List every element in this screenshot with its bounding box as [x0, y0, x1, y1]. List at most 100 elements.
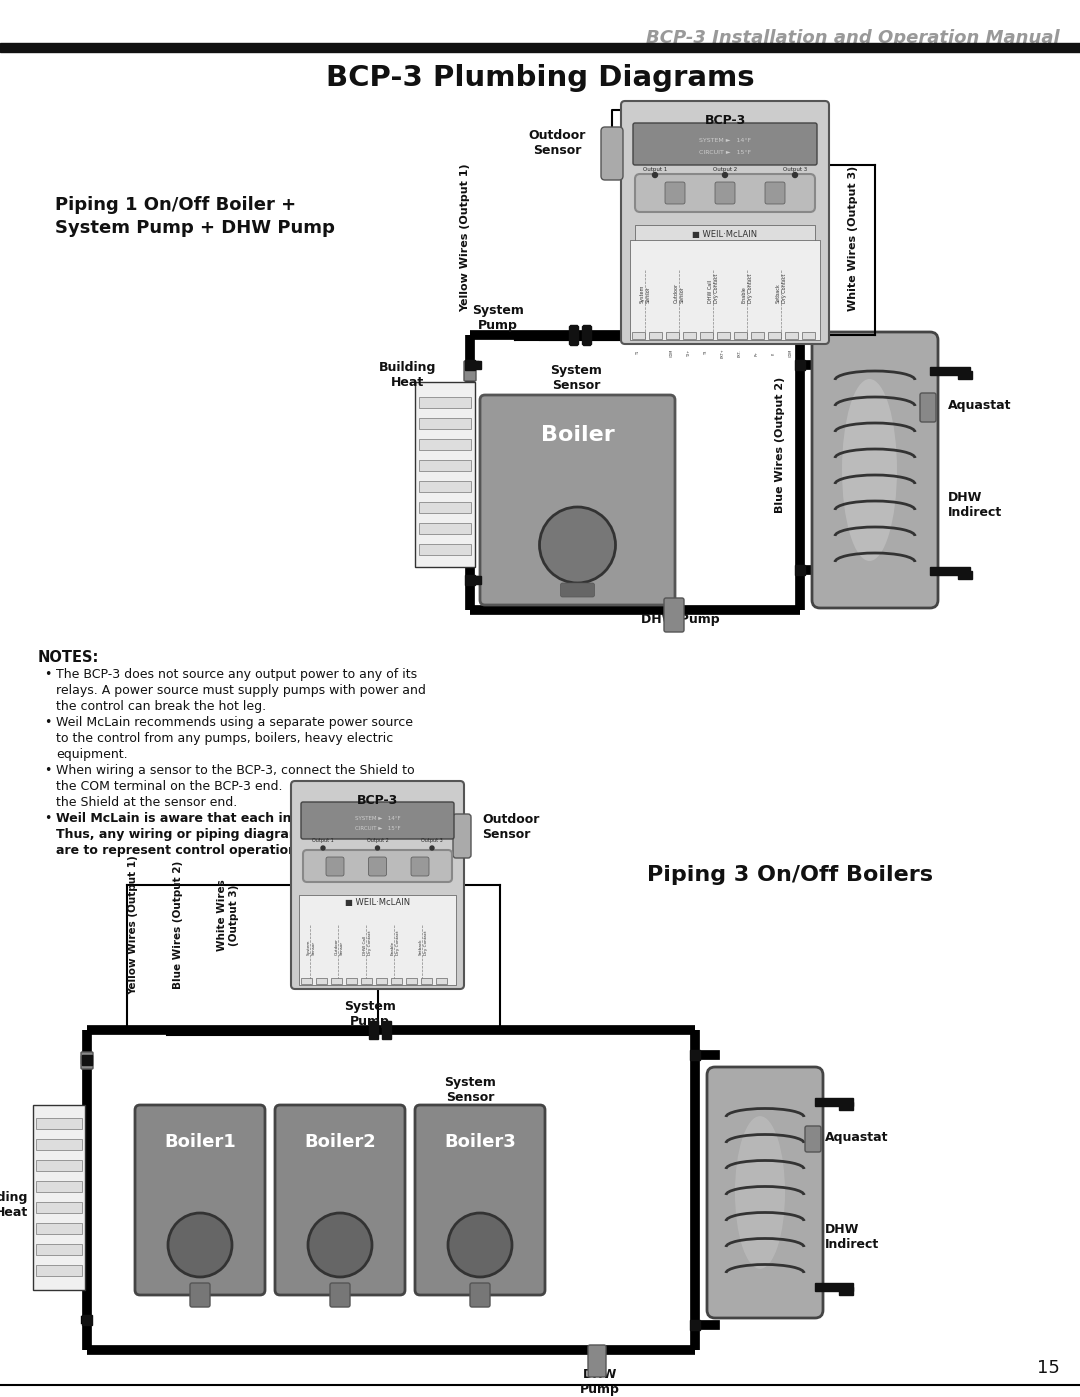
FancyBboxPatch shape [81, 1052, 93, 1069]
Bar [406, 978, 417, 983]
Text: DHW Pump: DHW Pump [640, 613, 719, 626]
Text: P+: P+ [755, 351, 759, 355]
Bar [391, 978, 402, 983]
Bar [958, 372, 972, 379]
Text: System
Sensor: System Sensor [444, 1076, 496, 1104]
Bar [795, 564, 805, 576]
Circle shape [540, 507, 616, 583]
Text: When wiring a sensor to the BCP-3, connect the Shield to
the COM terminal on the: When wiring a sensor to the BCP-3, conne… [56, 764, 415, 809]
Text: Blue Wires (Output 2): Blue Wires (Output 2) [173, 861, 183, 989]
Text: EXT-: EXT- [738, 349, 742, 356]
FancyBboxPatch shape [368, 856, 387, 876]
Text: Output 1: Output 1 [643, 166, 667, 172]
Circle shape [168, 1213, 232, 1277]
Text: System
Pump: System Pump [345, 1000, 396, 1028]
Text: DHW
Indirect: DHW Indirect [948, 490, 1002, 520]
Bar [467, 360, 481, 369]
FancyBboxPatch shape [453, 814, 471, 858]
Bar [635, 225, 815, 244]
Circle shape [308, 1213, 372, 1277]
Text: Output 3: Output 3 [421, 838, 443, 842]
Text: DHW Call
Dry Contact: DHW Call Dry Contact [708, 274, 719, 303]
Ellipse shape [842, 379, 897, 562]
Bar [36, 1160, 82, 1171]
FancyBboxPatch shape [135, 1105, 265, 1295]
Text: Weil McLain is aware that each installation is unique.
Thus, any wiring or pipin: Weil McLain is aware that each installat… [56, 812, 432, 856]
Text: Setback
Dry Contact: Setback Dry Contact [419, 930, 428, 956]
Text: Outdoor
Sensor: Outdoor Sensor [528, 129, 585, 156]
Text: EXT+: EXT+ [721, 348, 725, 358]
FancyBboxPatch shape [303, 849, 453, 882]
Bar [839, 1287, 853, 1295]
Text: •: • [44, 812, 52, 826]
Circle shape [430, 847, 434, 849]
FancyBboxPatch shape [301, 802, 454, 840]
Bar [36, 1266, 82, 1275]
Text: T3: T3 [704, 351, 708, 355]
Bar [700, 332, 713, 339]
Text: Aquastat: Aquastat [948, 398, 1012, 412]
FancyBboxPatch shape [480, 395, 675, 605]
Bar [415, 381, 475, 567]
Text: Enable
Dry Contact: Enable Dry Contact [742, 274, 753, 303]
Text: T2+: T2+ [687, 349, 691, 356]
Text: System
Sensor: System Sensor [550, 365, 602, 393]
Text: The BCP-3 does not source any output power to any of its
relays. A power source : The BCP-3 does not source any output pow… [56, 668, 426, 712]
Text: White Wires
(Output 3): White Wires (Output 3) [217, 879, 239, 951]
Text: Outdoor
Sensor: Outdoor Sensor [482, 813, 539, 841]
Bar [299, 895, 456, 985]
Bar [419, 439, 471, 450]
Bar [690, 1320, 700, 1330]
Bar [419, 481, 471, 492]
FancyBboxPatch shape [665, 182, 685, 204]
Bar [419, 522, 471, 534]
Text: COM: COM [670, 349, 674, 358]
FancyBboxPatch shape [588, 1345, 606, 1377]
Text: System
Sensor: System Sensor [640, 285, 651, 303]
Text: •: • [44, 668, 52, 680]
Text: DHW
Pump: DHW Pump [580, 1368, 620, 1396]
Circle shape [793, 172, 797, 177]
Bar [930, 367, 970, 374]
Text: CIRCUIT ►   15°F: CIRCUIT ► 15°F [354, 827, 401, 831]
FancyBboxPatch shape [190, 1282, 210, 1308]
Text: DHW Call
Dry Contact: DHW Call Dry Contact [363, 930, 372, 956]
Text: Aquastat: Aquastat [825, 1130, 889, 1144]
FancyBboxPatch shape [765, 182, 785, 204]
Bar [666, 332, 679, 339]
Text: T1: T1 [636, 351, 640, 355]
Bar [36, 1222, 82, 1234]
Bar [369, 1021, 378, 1039]
FancyBboxPatch shape [326, 856, 345, 876]
Circle shape [723, 172, 728, 177]
FancyBboxPatch shape [635, 175, 815, 212]
Text: •: • [44, 764, 52, 777]
Bar [36, 1139, 82, 1150]
Bar [795, 360, 805, 370]
Bar [36, 1243, 82, 1255]
Text: NOTES:: NOTES: [38, 650, 99, 665]
Bar [419, 543, 471, 555]
Bar [632, 332, 645, 339]
Text: 15: 15 [1037, 1359, 1059, 1377]
Bar [82, 1315, 92, 1324]
Circle shape [321, 847, 325, 849]
Bar [82, 1055, 92, 1065]
Circle shape [652, 172, 658, 177]
Circle shape [376, 847, 379, 849]
Text: Boiler1: Boiler1 [164, 1133, 235, 1151]
Bar [815, 1098, 853, 1106]
Bar [421, 978, 432, 983]
Bar [376, 978, 387, 983]
Bar [419, 418, 471, 429]
Text: BCP-3 Plumbing Diagrams: BCP-3 Plumbing Diagrams [326, 64, 754, 92]
FancyBboxPatch shape [275, 1105, 405, 1295]
Text: Output 3: Output 3 [783, 166, 807, 172]
Bar [0, 43, 1080, 52]
FancyBboxPatch shape [464, 360, 476, 381]
Text: COM: COM [789, 349, 793, 358]
Bar [346, 978, 357, 983]
Text: Yellow Wires (Output 1): Yellow Wires (Output 1) [460, 163, 470, 313]
Bar [582, 326, 591, 344]
Bar [751, 332, 764, 339]
